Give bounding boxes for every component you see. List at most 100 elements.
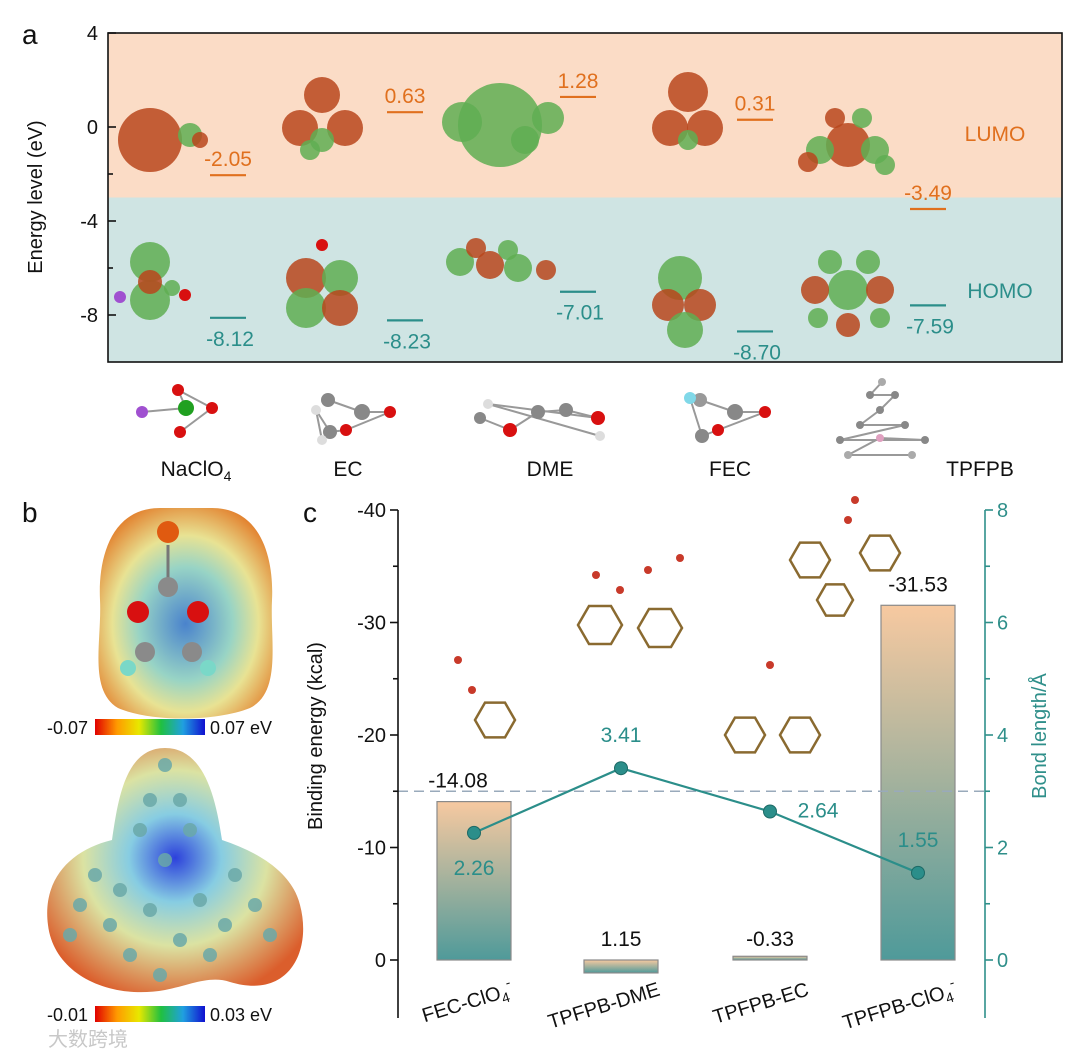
bar bbox=[880, 604, 956, 961]
atom bbox=[321, 393, 335, 407]
atom bbox=[384, 406, 396, 418]
colorbar-tpfpb: -0.01 0.03 eV bbox=[47, 1005, 272, 1025]
homo-value: -7.59 bbox=[906, 315, 954, 338]
bar bbox=[583, 959, 659, 974]
y-tick-label: 0 bbox=[87, 117, 98, 139]
value-labels: -14.08 1.15 -0.33 -31.53 2.26 3.41 2.64 1.55 bbox=[428, 573, 948, 951]
category-label: TPFPB-EC bbox=[710, 979, 811, 1029]
atom bbox=[766, 661, 774, 669]
orbital-lobe bbox=[327, 110, 363, 146]
atom bbox=[193, 893, 207, 907]
atom bbox=[179, 289, 191, 301]
y-tick-label: -20 bbox=[357, 725, 386, 747]
atom bbox=[311, 405, 321, 415]
atom bbox=[851, 496, 859, 504]
binding-energy-label: -0.33 bbox=[746, 928, 794, 951]
binding-energy-label: -31.53 bbox=[888, 573, 948, 596]
aromatic-ring bbox=[858, 534, 902, 572]
lumo-value: 0.63 bbox=[385, 85, 426, 108]
orbital-lobe bbox=[856, 250, 880, 274]
atom bbox=[844, 516, 852, 524]
aromatic-ring bbox=[778, 716, 822, 754]
atom bbox=[218, 918, 232, 932]
atom bbox=[133, 823, 147, 837]
atom bbox=[468, 686, 476, 694]
atom bbox=[153, 968, 167, 982]
lumo-value: -2.05 bbox=[204, 148, 252, 171]
orbital-lobe bbox=[818, 250, 842, 274]
atom bbox=[559, 403, 573, 417]
bond bbox=[859, 409, 881, 426]
atom bbox=[354, 404, 370, 420]
bond-length-point bbox=[911, 865, 925, 880]
orbital-lobe bbox=[678, 130, 698, 150]
molecule-name: EC bbox=[333, 458, 362, 481]
aromatic-ring bbox=[576, 604, 624, 646]
homo-value: -7.01 bbox=[556, 302, 604, 325]
y-tick-label: -8 bbox=[80, 305, 98, 327]
atom bbox=[340, 424, 352, 436]
atom bbox=[263, 928, 277, 942]
atom bbox=[317, 435, 327, 445]
atom bbox=[173, 793, 187, 807]
colorbar-tpfpb-min: -0.01 bbox=[47, 1005, 88, 1025]
atom bbox=[158, 853, 172, 867]
orbital-lobe bbox=[870, 308, 890, 328]
atom bbox=[712, 424, 724, 436]
molecule-name: FEC bbox=[709, 458, 751, 481]
homo-value: -8.70 bbox=[733, 341, 781, 364]
bond-length-point bbox=[467, 825, 481, 840]
atom bbox=[143, 793, 157, 807]
atom bbox=[676, 554, 684, 562]
orbital-lobe bbox=[164, 280, 180, 296]
y-tick-label: -4 bbox=[80, 211, 98, 233]
bars bbox=[436, 604, 956, 974]
homo-value: -8.23 bbox=[383, 330, 431, 353]
orbital-lobe bbox=[322, 260, 358, 296]
molecule-structures bbox=[136, 378, 929, 459]
atom bbox=[595, 431, 605, 441]
orbital-lobe bbox=[476, 251, 504, 279]
y-axis-label-left: Binding energy (kcal) bbox=[305, 642, 327, 830]
orbital-lobe bbox=[652, 289, 684, 321]
atom bbox=[592, 571, 600, 579]
atom bbox=[866, 391, 874, 399]
atom bbox=[114, 291, 126, 303]
orbital-lobe bbox=[826, 123, 870, 167]
atom bbox=[876, 406, 884, 414]
colorbar-ec: -0.07 0.07 eV bbox=[47, 718, 272, 738]
orbital-lobe bbox=[130, 280, 170, 320]
y2-tick-label: 2 bbox=[997, 838, 1008, 860]
atom bbox=[844, 451, 852, 459]
orbital-lobe bbox=[684, 289, 716, 321]
orbital-lobe bbox=[118, 108, 182, 172]
atom bbox=[684, 392, 696, 404]
atom bbox=[174, 426, 186, 438]
atom bbox=[531, 405, 545, 419]
orbital-lobe bbox=[667, 312, 703, 348]
lumo-value: 1.28 bbox=[558, 70, 599, 93]
aromatic-ring bbox=[636, 607, 684, 649]
orbital-lobe bbox=[801, 276, 829, 304]
bond-length-line bbox=[473, 767, 919, 874]
atom bbox=[123, 948, 137, 962]
aromatic-ring bbox=[723, 716, 767, 754]
bond bbox=[179, 407, 213, 433]
atom bbox=[63, 928, 77, 942]
y2-tick-label: 4 bbox=[997, 725, 1008, 747]
colorbar-ec-max: 0.07 eV bbox=[210, 718, 272, 738]
bond bbox=[315, 409, 323, 441]
atom bbox=[921, 436, 929, 444]
aromatic-ring bbox=[815, 583, 855, 617]
atom bbox=[908, 451, 916, 459]
atom bbox=[73, 898, 87, 912]
atom bbox=[474, 412, 486, 424]
atom bbox=[323, 425, 337, 439]
atom bbox=[759, 406, 771, 418]
orbital-renderings bbox=[114, 72, 895, 348]
atom bbox=[228, 868, 242, 882]
atom bbox=[591, 411, 605, 425]
orbital-lobe bbox=[138, 270, 162, 294]
molecule-name: DME bbox=[527, 458, 574, 481]
